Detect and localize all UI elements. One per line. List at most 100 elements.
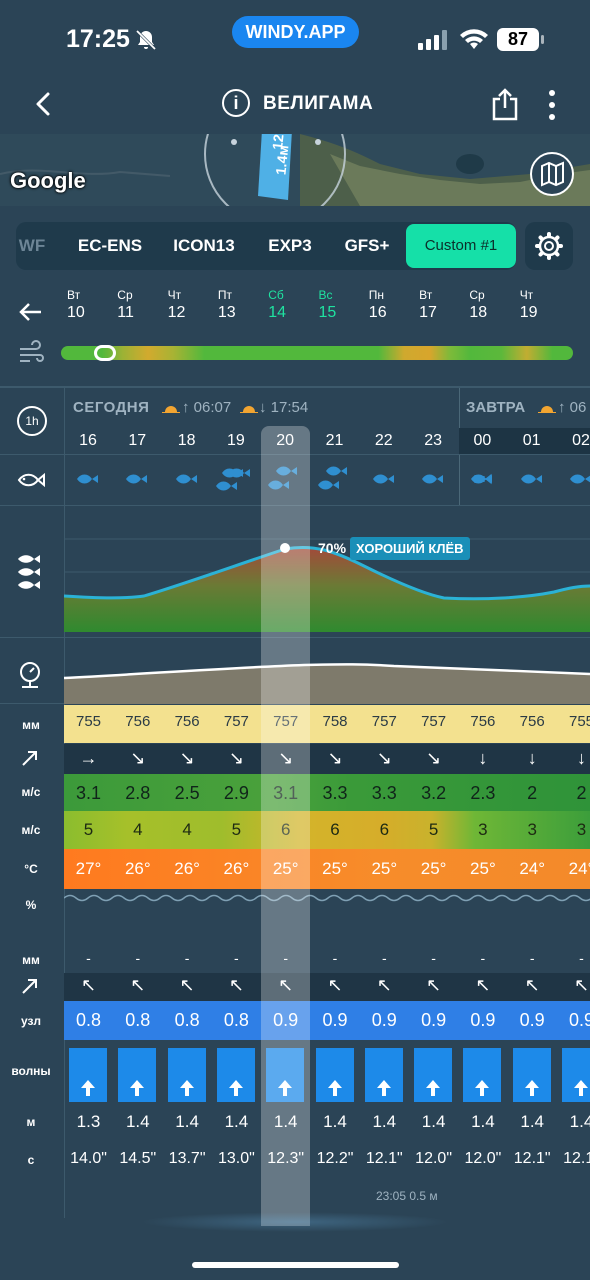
back-arrow-icon[interactable] [30,88,60,120]
hour-label[interactable]: 23 [424,432,442,449]
wave-bar [167,1048,206,1102]
day-item[interactable]: Ср 18 [469,288,509,322]
temperature-cell: 24° [568,859,590,878]
more-options-icon[interactable] [542,88,562,122]
hour-label[interactable]: 17 [128,432,147,449]
wave-bar [266,1048,305,1102]
home-indicator[interactable] [192,1262,399,1268]
fishing-percent: 70% [318,540,347,556]
wave-bar [364,1048,403,1102]
time-step-button[interactable]: 1h [17,406,47,436]
settings-button[interactable] [525,222,573,270]
pressure-cell: 757 [421,713,447,730]
wave-direction-icon [278,1080,293,1096]
waves-label: волны [11,1064,51,1078]
fish-icon [77,474,98,484]
precip-cell: - [283,950,289,966]
pressure-cell: 756 [519,713,545,730]
hour-label[interactable]: 18 [177,432,196,449]
wind-overview-bar[interactable] [61,346,573,360]
wind-direction-cell: → [79,748,98,768]
hour-label[interactable]: 22 [374,432,393,449]
wave-direction-icon [81,1080,95,1096]
wind-speed-cell: 3.1 [273,783,299,803]
days-back-arrow-icon[interactable] [18,300,44,324]
wave-direction-icon [179,1080,194,1096]
day-date: 16 [368,304,387,321]
day-date: 15 [318,304,337,321]
tab-custom[interactable]: Custom #1 [406,224,516,268]
wind-direction-cell: ↘ [228,748,244,768]
temperature-cell: 25° [322,859,348,878]
current-direction-cell: ↖ [524,975,540,995]
hour-label[interactable]: 20 [276,432,295,449]
tab-icon13[interactable]: ICON13 [173,236,235,255]
hour-label[interactable]: 00 [473,432,492,449]
day-item[interactable]: Сб 14 [268,288,308,322]
wind-speed-cell: 2.9 [223,783,249,803]
day-item[interactable]: Вт 10 [67,288,107,322]
hour-label[interactable]: 21 [325,432,344,449]
pressure-chart [64,663,590,704]
day-item[interactable]: Вт 17 [419,288,459,322]
timeline-position-knob[interactable] [94,345,116,361]
day-item[interactable]: Пт 13 [218,288,258,322]
pressure-cell: 756 [174,713,200,730]
wave-height-cell: 1.3 [76,1112,101,1131]
day-date: 18 [469,304,488,321]
wave-direction-icon [130,1080,145,1096]
day-item[interactable]: Чт 19 [520,288,560,322]
wind-speed-cell: 3.3 [371,783,397,803]
temperature-cell: 25° [420,859,447,878]
day-name: Ср [117,288,133,302]
divider [0,386,590,388]
tab-exp3[interactable]: EXP3 [268,236,312,255]
wind-unit-label: м/с [21,785,41,799]
wave-direction-icon [574,1080,588,1096]
wind-gust-cell: 4 [182,820,192,839]
gust-unit-label: м/с [21,823,41,837]
wind-direction-cell: ↓ [527,748,537,768]
fish-icon [175,474,197,484]
share-icon[interactable] [490,87,520,121]
fish-icon [215,481,237,491]
wave-height-cell: 1.4 [273,1112,298,1131]
app-pill[interactable]: WINDY.APP [232,16,359,48]
current-speed-cell: 0.9 [322,1010,348,1030]
current-speed-cell: 0.9 [371,1010,397,1030]
pressure-row [64,705,590,743]
precip-cell: - [431,950,436,966]
current-direction-cell: ↖ [475,975,491,995]
day-item[interactable]: Чт 12 [168,288,208,322]
hour-label[interactable]: 01 [522,432,541,449]
current-speed-cell: 0.9 [273,1010,299,1030]
info-icon[interactable]: i [222,89,250,117]
day-date: 14 [268,304,286,321]
day-item[interactable]: Ср 11 [117,288,157,322]
fish-icon [372,474,394,484]
hour-label[interactable]: 02 [572,432,590,449]
divider [0,454,590,455]
hour-label[interactable]: 16 [79,432,97,449]
hour-label[interactable]: 19 [226,432,245,449]
tab-wf[interactable]: WF [18,236,46,255]
wind-gust-cell: 6 [330,820,340,839]
day-name: Пт [217,288,233,302]
tab-gfs-plus[interactable]: GFS+ [344,236,390,255]
current-direction-cell: ↖ [179,975,195,995]
wind-speed-cell: 3.2 [421,783,447,803]
fishing-quality-badge: ХОРОШИЙ КЛЁВ [350,537,470,560]
wave-period-cell: 13.7" [168,1150,206,1167]
current-speed-cell: 0.8 [223,1010,249,1030]
temp-unit-label: °C [24,862,38,876]
day-name: Пн [368,288,385,302]
map-button[interactable] [530,152,574,196]
wave-direction-icon [475,1080,490,1096]
wave-height-cell: 1.4 [520,1112,544,1131]
map-strip[interactable]: 1.4м 12 [0,134,590,206]
precip-cell: - [579,950,584,966]
day-item[interactable]: Пн 16 [369,288,409,322]
tab-ec-ens[interactable]: EC-ENS [77,236,143,255]
current-hour-highlight[interactable] [261,426,310,1226]
day-item[interactable]: Вс 15 [319,288,359,322]
